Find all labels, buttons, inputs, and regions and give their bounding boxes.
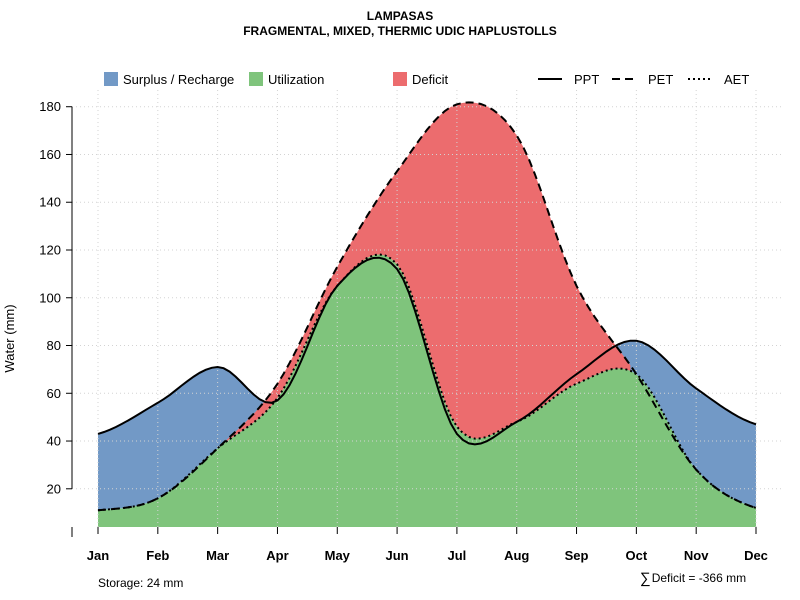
series-line-ppt bbox=[97, 256, 757, 446]
deficit-text: Deficit = -366 mm bbox=[651, 571, 747, 585]
series-line-pet bbox=[97, 101, 757, 512]
x-tick-label-may: May bbox=[325, 548, 351, 563]
x-tick-label-aug: Aug bbox=[504, 548, 529, 563]
x-tick-label-nov: Nov bbox=[684, 548, 709, 563]
axes: 20 40 60 80 100 120 140 160 180 Water (mm) Jan Feb M… bbox=[2, 99, 768, 563]
x-tick-label-dec: Dec bbox=[744, 548, 768, 563]
x-tick-label-jan: Jan bbox=[87, 548, 109, 563]
y-tick-label-40: 40 bbox=[47, 434, 61, 449]
y-tick-label-180: 180 bbox=[39, 99, 61, 114]
y-tick-label-20: 20 bbox=[47, 481, 61, 496]
surplus-area bbox=[522, 340, 756, 508]
y-tick-label-80: 80 bbox=[47, 338, 61, 353]
y-tick-label-60: 60 bbox=[47, 386, 61, 401]
legend-label-aet: AET bbox=[724, 72, 749, 87]
surplus-area bbox=[98, 367, 272, 511]
sum-symbol: ∑ bbox=[640, 570, 651, 587]
x-tick-label-mar: Mar bbox=[206, 548, 229, 563]
legend-label-deficit: Deficit bbox=[412, 72, 449, 87]
x-tick-label-jun: Jun bbox=[386, 548, 409, 563]
series-lines bbox=[97, 101, 757, 512]
y-tick-label-100: 100 bbox=[39, 290, 61, 305]
x-tick-label-sep: Sep bbox=[565, 548, 589, 563]
y-axis-label: Water (mm) bbox=[2, 304, 17, 372]
grid-lines bbox=[72, 90, 782, 527]
deficit-annotation: ∑Deficit = -366 mm bbox=[640, 570, 746, 587]
legend-swatch-utilization bbox=[249, 72, 263, 86]
legend-swatch-deficit bbox=[393, 72, 407, 86]
legend-label-surplus: Surplus / Recharge bbox=[123, 72, 234, 87]
y-tick-label-160: 160 bbox=[39, 147, 61, 162]
deficit-area bbox=[223, 102, 631, 444]
legend: Surplus / Recharge Utilization Deficit PPT P… bbox=[104, 72, 749, 87]
legend-label-pet: PET bbox=[648, 72, 673, 87]
series-line-aet bbox=[97, 253, 757, 512]
chart-subtitle: FRAGMENTAL, MIXED, THERMIC UDIC HAPLUSTO… bbox=[243, 24, 557, 38]
y-tick-label-120: 120 bbox=[39, 242, 61, 257]
x-tick-label-oct: Oct bbox=[626, 548, 648, 563]
legend-label-utilization: Utilization bbox=[268, 72, 324, 87]
x-tick-label-apr: Apr bbox=[266, 548, 288, 563]
x-tick-label-jul: Jul bbox=[448, 548, 467, 563]
x-tick-label-feb: Feb bbox=[146, 548, 169, 563]
legend-swatch-surplus bbox=[104, 72, 118, 86]
y-tick-label-140: 140 bbox=[39, 195, 61, 210]
area-fills bbox=[98, 102, 756, 527]
legend-label-ppt: PPT bbox=[574, 72, 599, 87]
utilization-area bbox=[98, 254, 756, 527]
storage-annotation: Storage: 24 mm bbox=[98, 576, 184, 590]
chart-title: LAMPASAS bbox=[366, 9, 434, 23]
